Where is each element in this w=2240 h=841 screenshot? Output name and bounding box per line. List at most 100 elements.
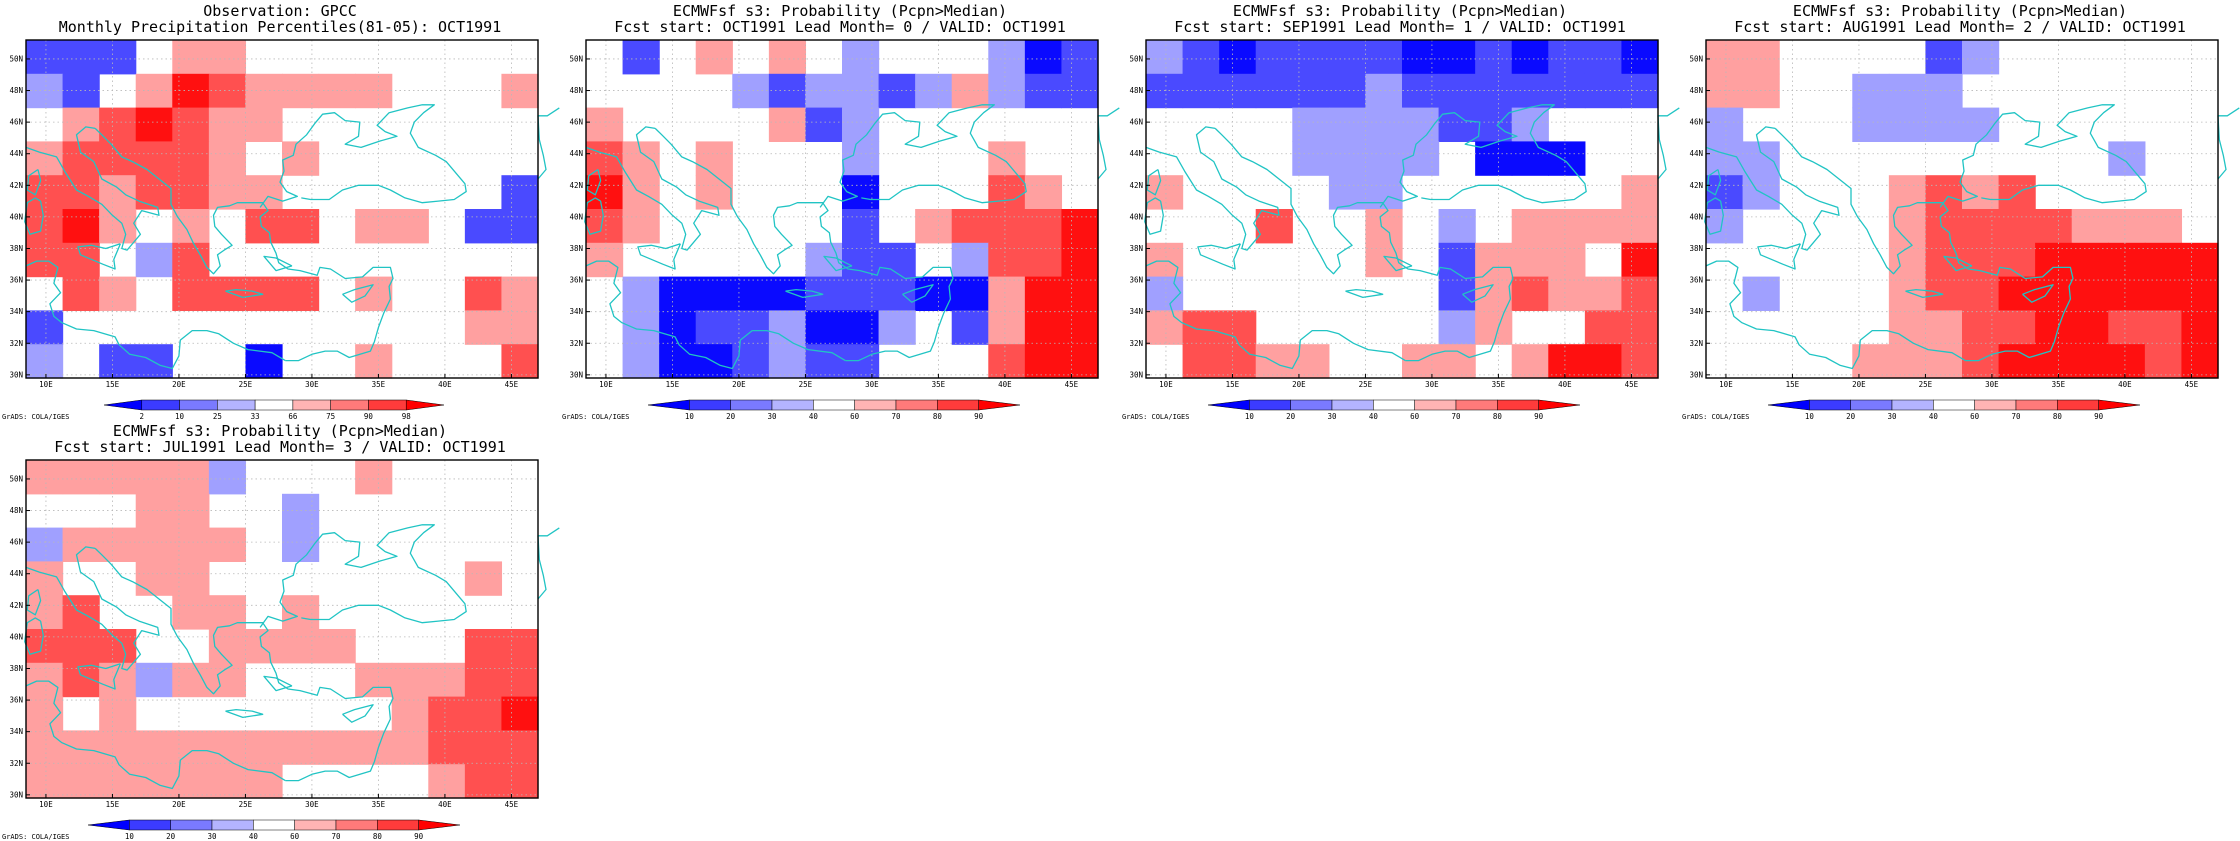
grid-cell-r1 (1742, 73, 1780, 109)
grid-cell-r1 (1511, 344, 1549, 379)
grid-cell-b2 (842, 209, 880, 244)
grid-cell-r1 (2144, 209, 2183, 244)
grid-cell-r1 (1621, 209, 1659, 244)
grid-cell-r1 (622, 209, 660, 244)
lon-label: 15E (106, 380, 120, 389)
lat-label: 38N (9, 664, 23, 673)
lon-label: 10E (1159, 380, 1173, 389)
grid-cell-r3 (2035, 310, 2073, 345)
grid-cell-r1 (428, 662, 466, 698)
grid-cell-b1 (135, 242, 173, 278)
lon-label: 30E (305, 380, 319, 389)
colorbar: 10 20 30 40 60 70 80 90 (87, 819, 461, 840)
grid-cell-r2 (282, 209, 320, 244)
colorbar-label: 2 (140, 412, 145, 420)
grid-cell-b1 (622, 276, 660, 311)
grid-cell-b2 (135, 344, 173, 379)
grid-cell-b1 (842, 40, 880, 75)
grid-cell-b2 (732, 310, 770, 345)
grid-cell-r1 (355, 662, 393, 698)
lat-label: 36N (9, 696, 23, 705)
coastline (25, 260, 286, 370)
lat-label: 40N (1129, 212, 1143, 221)
grid-cell-r1 (208, 764, 247, 799)
grid-cell-r1 (1438, 344, 1476, 379)
grid-cell-b2 (501, 209, 539, 244)
lat-label: 38N (1129, 244, 1143, 253)
grid-cell-r2 (172, 141, 210, 176)
grid-cell-r2 (464, 629, 503, 664)
lat-label: 48N (9, 86, 23, 95)
grid-cell-b3 (768, 276, 807, 311)
lon-label: 25E (239, 380, 253, 389)
grid-cell-r2 (501, 730, 539, 765)
grid-cell-r1 (391, 730, 429, 765)
grid-cell-b2 (842, 242, 880, 278)
grid-cell-r3 (2035, 276, 2073, 311)
grid-cell-r2 (172, 175, 210, 210)
colorbar-segment (854, 399, 897, 411)
grid-cell-r3 (2071, 242, 2109, 278)
colorbar-segment (170, 819, 213, 831)
grid-cell-b3 (695, 276, 733, 311)
coastline (26, 588, 42, 616)
grid-cell-b3 (659, 310, 697, 345)
lon-label: 20E (172, 800, 186, 809)
grid-cell-r3 (2108, 242, 2146, 278)
lat-label: 32N (1689, 339, 1703, 348)
grid-cell-r2 (62, 629, 100, 664)
grid-cell-r1 (464, 561, 503, 596)
colorbar-segment (1809, 399, 1851, 411)
grid-cell-r1 (208, 595, 247, 630)
grid-cell-r1 (1925, 310, 1963, 345)
grid-cell-r3 (2181, 242, 2219, 278)
grid-cell-r1 (282, 629, 320, 664)
grid-cell-r2 (1998, 175, 2036, 210)
lat-label: 40N (1689, 212, 1703, 221)
grid-cell-r1 (62, 107, 100, 142)
coastline (902, 284, 934, 303)
grid-cell-r2 (1024, 209, 1063, 244)
grid-cell-r1 (135, 493, 173, 529)
grid-cell-b1 (1146, 40, 1184, 75)
coastline (1706, 168, 1722, 196)
coastline (263, 675, 293, 692)
coastline (24, 617, 44, 655)
grid-cell-r2 (245, 209, 283, 244)
grid-cell-r1 (501, 310, 539, 345)
grid-cell-r1 (172, 662, 210, 698)
grid-cell-r2 (2144, 344, 2183, 379)
coastline (263, 255, 293, 272)
grid-cell-r2 (1998, 242, 2036, 278)
colorbar-segment (211, 819, 254, 831)
lat-label: 38N (569, 244, 583, 253)
grid-cell-r1 (1511, 209, 1549, 244)
grid-cell-r2 (1925, 242, 1963, 278)
grid-cell-r2 (1621, 276, 1659, 311)
grid-cell-r1 (768, 40, 807, 75)
grid-cell-b1 (1328, 175, 1367, 210)
grid-cell-b1 (1365, 141, 1403, 176)
grid-cell-r3 (172, 73, 210, 109)
colorbar-label: 80 (2053, 412, 2063, 420)
coastline (1144, 197, 1164, 235)
grid-cell-r1 (988, 276, 1026, 311)
grid-cell-r1 (1742, 40, 1780, 75)
grid-cell-r1 (1255, 344, 1293, 379)
colorbar-label: 20 (1286, 412, 1296, 420)
lon-label: 40E (2118, 380, 2132, 389)
grads-credit: GrADS: COLA/IGES (2, 833, 70, 841)
colorbar-segment (418, 819, 461, 831)
grid-cell-r1 (988, 310, 1026, 345)
colorbar-segment (895, 399, 938, 411)
grid-cell-r1 (1146, 310, 1184, 345)
colorbar-label: 10 (125, 832, 135, 840)
colorbar-label: 20 (1846, 412, 1856, 420)
lat-label: 34N (9, 307, 23, 316)
grid-cell-r2 (99, 141, 137, 176)
grid-cell-r2 (1182, 344, 1220, 379)
coastline (654, 127, 954, 362)
grid-cell-r2 (1962, 242, 2000, 278)
coastlines (24, 104, 560, 370)
grid-cell-b1 (951, 242, 989, 278)
